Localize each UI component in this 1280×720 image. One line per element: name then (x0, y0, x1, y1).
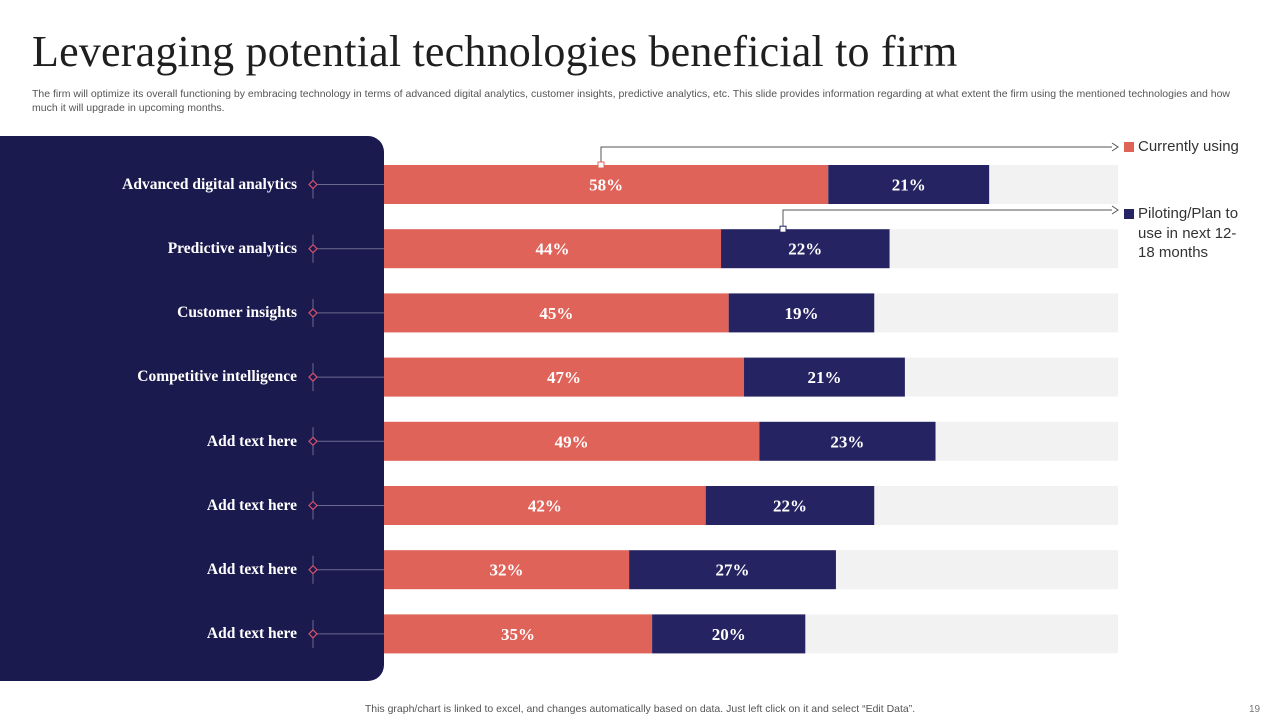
data-label-piloting: 23% (830, 432, 864, 451)
category-diamond-marker (308, 436, 318, 447)
legend-swatch-piloting (1124, 209, 1134, 219)
bar-currently-using (384, 293, 729, 333)
bar-currently-using (384, 614, 653, 654)
page-subtitle: The firm will optimize its overall funct… (32, 88, 1230, 114)
data-label-currently: 47% (547, 368, 581, 387)
category-label-5: Add text here (206, 433, 297, 450)
footnote: This graph/chart is linked to excel, and… (364, 703, 916, 715)
data-label-currently: 45% (539, 304, 573, 323)
bar-piloting (728, 293, 875, 333)
bar-piloting (705, 486, 875, 525)
data-label-currently: 32% (490, 561, 524, 580)
legend-label-piloting-line-3: 18 months (1138, 244, 1209, 261)
legend-arrow-currently (1111, 142, 1119, 152)
category-label-7: Add text here (206, 561, 297, 578)
bar-currently-using (384, 165, 829, 204)
data-label-piloting: 27% (716, 561, 750, 580)
bar-piloting (629, 550, 836, 590)
legend-label-piloting-line-2: use in next 12- (1138, 224, 1237, 242)
category-label-3: Customer insights (177, 304, 297, 321)
legend-anchor-piloting (779, 225, 787, 233)
category-diamond-marker (308, 179, 318, 190)
category-label-1: Advanced digital analytics (122, 176, 297, 193)
category-diamond-marker (308, 629, 318, 639)
data-label-piloting: 20% (712, 625, 746, 644)
category-label-6: Add text here (206, 497, 297, 514)
legend-connector-piloting (782, 209, 1112, 230)
data-label-currently: 49% (555, 432, 589, 451)
legend-connector-currently (600, 146, 1112, 165)
data-label-piloting: 21% (807, 368, 841, 387)
category-diamond-marker (308, 564, 318, 575)
legend-arrow-piloting (1111, 205, 1119, 215)
category-label-8: Add text here (206, 625, 297, 642)
bar-currently-using (384, 421, 760, 461)
legend-label-piloting-line-1: Piloting/Plan to (1138, 205, 1239, 222)
data-label-piloting: 22% (788, 240, 822, 259)
legend-anchor-currently (597, 161, 605, 169)
data-label-currently: 35% (501, 625, 535, 644)
legend-label-currently: Currently using (1138, 138, 1239, 155)
category-diamond-marker (308, 308, 318, 318)
data-label-piloting: 21% (892, 176, 926, 195)
bar-currently-using (384, 550, 630, 590)
category-diamond-marker (308, 243, 318, 254)
bar-piloting (652, 614, 806, 654)
page-title: Leveraging potential technologies benefi… (32, 27, 958, 76)
data-label-piloting: 19% (784, 304, 818, 323)
bar-currently-using (384, 486, 706, 525)
bar-piloting (828, 165, 990, 204)
category-diamond-marker (308, 500, 318, 511)
category-label-4: Competitive intelligence (137, 368, 297, 385)
category-diamond-marker (308, 372, 318, 382)
bar-currently-using (384, 229, 722, 269)
data-label-currently: 44% (536, 240, 570, 259)
page-number: 19 (1249, 704, 1261, 715)
category-label-2: Predictive analytics (167, 240, 297, 257)
data-label-currently: 42% (528, 497, 562, 516)
bar-currently-using (384, 357, 745, 397)
data-label-currently: 58% (589, 176, 623, 195)
bar-piloting (721, 229, 890, 269)
category-panel (0, 136, 384, 681)
data-label-piloting: 22% (773, 497, 807, 516)
bar-piloting (759, 421, 936, 461)
bar-piloting (744, 357, 905, 397)
legend-swatch-currently (1124, 142, 1134, 152)
